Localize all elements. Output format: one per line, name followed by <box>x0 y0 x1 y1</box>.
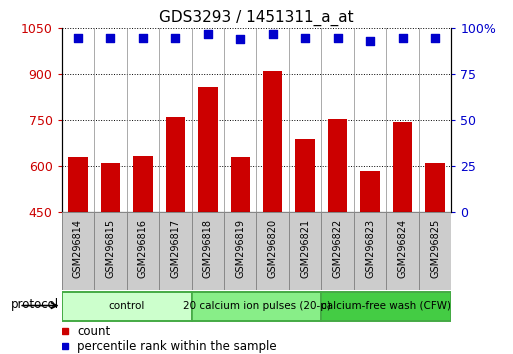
FancyBboxPatch shape <box>62 292 191 321</box>
Bar <box>68 157 88 212</box>
FancyBboxPatch shape <box>289 212 322 290</box>
FancyBboxPatch shape <box>386 212 419 290</box>
Bar <box>425 163 445 212</box>
FancyBboxPatch shape <box>322 292 451 321</box>
Point <box>171 35 180 40</box>
Text: GSM296815: GSM296815 <box>105 219 115 278</box>
FancyBboxPatch shape <box>191 212 224 290</box>
FancyBboxPatch shape <box>256 212 289 290</box>
Text: protocol: protocol <box>11 298 59 311</box>
FancyBboxPatch shape <box>322 212 354 290</box>
Text: GSM296821: GSM296821 <box>300 219 310 278</box>
Text: GSM296819: GSM296819 <box>235 219 245 278</box>
Text: GSM296822: GSM296822 <box>333 219 343 278</box>
FancyBboxPatch shape <box>419 212 451 290</box>
Point <box>74 35 82 40</box>
FancyBboxPatch shape <box>191 292 322 321</box>
FancyBboxPatch shape <box>127 212 159 290</box>
Point <box>366 38 374 44</box>
Point <box>236 36 244 42</box>
Point <box>399 35 407 40</box>
FancyBboxPatch shape <box>159 212 191 290</box>
Bar <box>166 117 185 212</box>
FancyBboxPatch shape <box>94 212 127 290</box>
Text: 20 calcium ion pulses (20-p): 20 calcium ion pulses (20-p) <box>183 301 330 310</box>
Text: GSM296824: GSM296824 <box>398 219 408 278</box>
Text: percentile rank within the sample: percentile rank within the sample <box>77 339 277 353</box>
Point <box>139 35 147 40</box>
Title: GDS3293 / 1451311_a_at: GDS3293 / 1451311_a_at <box>159 9 354 25</box>
Point <box>333 35 342 40</box>
Text: calcium-free wash (CFW): calcium-free wash (CFW) <box>322 301 451 310</box>
Text: GSM296817: GSM296817 <box>170 219 180 278</box>
FancyBboxPatch shape <box>62 212 94 290</box>
Point <box>106 35 114 40</box>
FancyBboxPatch shape <box>224 212 256 290</box>
Point <box>269 31 277 37</box>
Text: GSM296823: GSM296823 <box>365 219 375 278</box>
Text: GSM296814: GSM296814 <box>73 219 83 278</box>
Point <box>204 31 212 37</box>
Text: GSM296820: GSM296820 <box>268 219 278 278</box>
Text: GSM296825: GSM296825 <box>430 219 440 278</box>
Bar <box>101 163 120 212</box>
Text: control: control <box>108 301 145 310</box>
Bar <box>361 171 380 212</box>
Bar <box>328 119 347 212</box>
Point <box>431 35 439 40</box>
Bar <box>133 156 152 212</box>
Bar <box>198 87 218 212</box>
Point <box>301 35 309 40</box>
Text: count: count <box>77 325 110 338</box>
Text: GSM296818: GSM296818 <box>203 219 213 278</box>
Bar <box>295 139 315 212</box>
FancyBboxPatch shape <box>354 212 386 290</box>
Bar <box>230 157 250 212</box>
Bar <box>263 71 283 212</box>
Bar <box>393 122 412 212</box>
Text: GSM296816: GSM296816 <box>138 219 148 278</box>
